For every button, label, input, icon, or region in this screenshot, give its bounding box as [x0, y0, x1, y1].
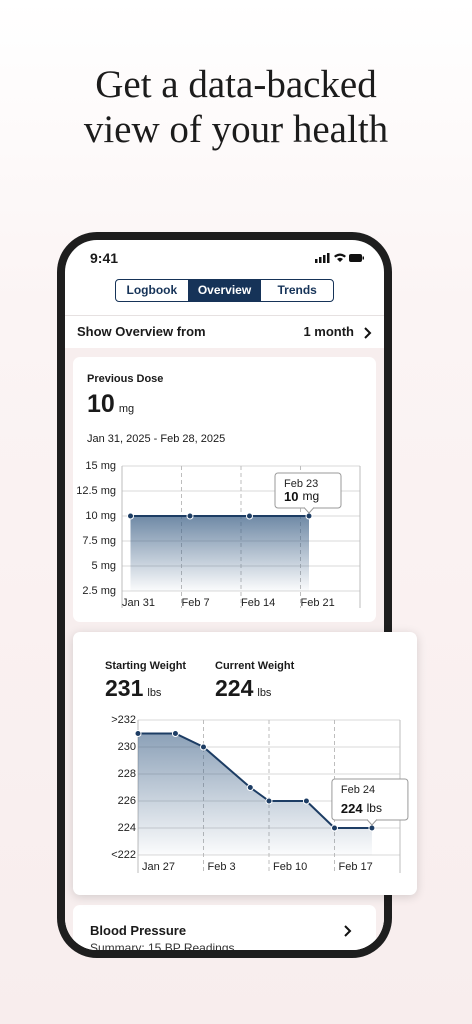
stat-value: 231 lbs	[105, 675, 161, 702]
weight-card: Starting Weight 231 lbs Current Weight 22…	[73, 632, 417, 895]
headline: view of your health	[83, 108, 389, 151]
date-range: Jan 31, 2025 - Feb 28, 2025	[87, 433, 226, 445]
tab[interactable]: Overview	[187, 280, 261, 301]
tab[interactable]: Trends	[260, 280, 333, 301]
card-title: Previous Dose	[87, 373, 164, 385]
dose-card: Previous Dose 10 mg Jan 31, 2025 - Feb 28…	[73, 357, 376, 622]
status-time: 9:41	[90, 250, 119, 266]
dose-value: 10 mg	[87, 390, 134, 419]
stat-label: Current Weight	[215, 660, 295, 672]
overview-range[interactable]: 1 month	[303, 324, 354, 339]
stat-label: Starting Weight	[105, 660, 187, 672]
separator	[65, 315, 384, 316]
value: 224	[215, 675, 254, 701]
unit: lbs	[257, 687, 272, 699]
card-title: Blood Pressure	[90, 923, 187, 938]
overview-label: Show Overview from	[77, 324, 206, 339]
headline: Get a data-backed	[95, 63, 377, 106]
status-icons	[315, 253, 364, 263]
segmented-control: Logbook Overview Trends	[115, 279, 334, 302]
chevron	[344, 925, 352, 937]
card-summary: Summary: 15 BP Readings	[90, 941, 235, 950]
stat-value: 224 lbs	[215, 675, 271, 702]
tab[interactable]: Logbook	[126, 283, 178, 297]
chevron[interactable]	[363, 326, 373, 340]
value: 231	[105, 675, 144, 701]
unit: lbs	[147, 687, 162, 699]
unit: mg	[118, 403, 135, 415]
blood-pressure-card[interactable]: Blood Pressure Summary: 15 BP Readings	[73, 905, 376, 950]
value: 10	[87, 390, 115, 418]
